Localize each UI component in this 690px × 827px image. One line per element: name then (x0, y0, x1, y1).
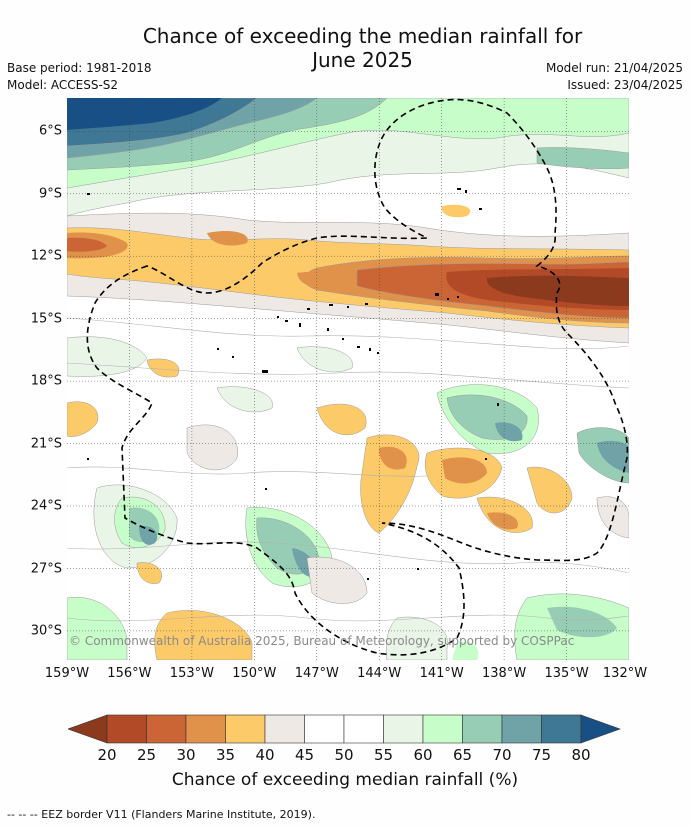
colorbar-tick-label: 20 (97, 746, 117, 764)
colorbar-bin (343, 714, 384, 744)
dry-band-region (67, 204, 629, 344)
issued-date: Issued: 23/04/2025 (567, 78, 683, 92)
lon-tick: 150°W (232, 666, 277, 681)
lat-tick: 21°S (30, 436, 62, 452)
base-period: Base period: 1981-2018 (7, 61, 152, 75)
colorbar-bin (462, 714, 503, 744)
lat-tick: 15°S (30, 311, 62, 327)
lat-tick: 24°S (30, 498, 62, 514)
lon-tick: 144°W (357, 666, 402, 681)
lon-tick: 147°W (294, 666, 339, 681)
title-line-1: Chance of exceeding the median rainfall … (142, 24, 583, 48)
lon-tick: 132°W (602, 666, 648, 681)
colorbar-bin (146, 714, 187, 744)
colorbar-title: Chance of exceeding median rainfall (%) (171, 770, 519, 790)
model-run: Model run: 21/04/2025 (545, 61, 683, 75)
lat-tick: 18°S (30, 373, 62, 389)
colorbar-bin (541, 714, 582, 744)
lat-tick: 6°S (38, 123, 62, 139)
meta-right: Model run: 21/04/2025 Issued: 23/04/2025 (546, 60, 683, 94)
copyright-notice: © Commonwealth of Australia 2025, Bureau… (69, 634, 574, 648)
meta-left: Base period: 1981-2018 Model: ACCESS-S2 (7, 60, 152, 94)
lon-tick: 141°W (419, 666, 464, 681)
colorbar-tick-label: 40 (255, 746, 275, 764)
colorbar-tick-label: 65 (452, 746, 473, 764)
colorbar-svg (67, 714, 621, 744)
map-svg: © Commonwealth of Australia 2025, Bureau… (67, 98, 629, 660)
model-name: Model: ACCESS-S2 (7, 78, 119, 92)
colorbar-tick-label: 45 (294, 746, 315, 764)
colorbar (67, 714, 622, 746)
title-line-2: June 2025 (312, 48, 413, 72)
lon-tick: 135°W (544, 666, 589, 681)
lat-tick: 27°S (30, 561, 62, 576)
colorbar-bin (67, 714, 108, 744)
colorbar-bin (501, 714, 542, 744)
colorbar-tick-label: 55 (373, 746, 394, 764)
colorbar-tick-label: 25 (136, 746, 157, 764)
map-gridlines (67, 98, 629, 660)
colorbar-bin (383, 714, 424, 744)
south-anomaly-region (67, 336, 629, 660)
colorbar-tick-label: 60 (413, 746, 433, 764)
eez-footnote: -- -- -- EEZ border V11 (Flanders Marine… (7, 808, 316, 821)
colorbar-bin (225, 714, 266, 744)
lat-tick: 30°S (30, 623, 62, 639)
lat-tick: 9°S (38, 186, 62, 202)
lon-tick: 159°W (44, 666, 90, 681)
lon-tick: 138°W (482, 666, 527, 681)
colorbar-tick-label: 80 (571, 746, 591, 764)
map-title: Chance of exceeding the median rainfall … (0, 24, 690, 72)
colorbar-bin (304, 714, 345, 744)
colorbar-bin (185, 714, 226, 744)
colorbar-bin (422, 714, 463, 744)
lon-tick: 153°W (169, 666, 214, 681)
colorbar-tick-label: 50 (334, 746, 354, 764)
colorbar-bin (580, 714, 621, 744)
island-coastlines (87, 188, 499, 580)
colorbar-tick-label: 35 (215, 746, 236, 764)
contour-lines (67, 317, 629, 622)
eez-border (86, 98, 629, 656)
lon-tick: 156°W (107, 666, 152, 681)
colorbar-bin (106, 714, 147, 744)
colorbar-bin (264, 714, 305, 744)
colorbar-tick-label: 70 (492, 746, 512, 764)
colorbar-tick-label: 75 (531, 746, 552, 764)
colorbar-tick-label: 30 (176, 746, 196, 764)
lat-tick: 12°S (30, 248, 62, 264)
rainfall-map: © Commonwealth of Australia 2025, Bureau… (67, 98, 629, 660)
